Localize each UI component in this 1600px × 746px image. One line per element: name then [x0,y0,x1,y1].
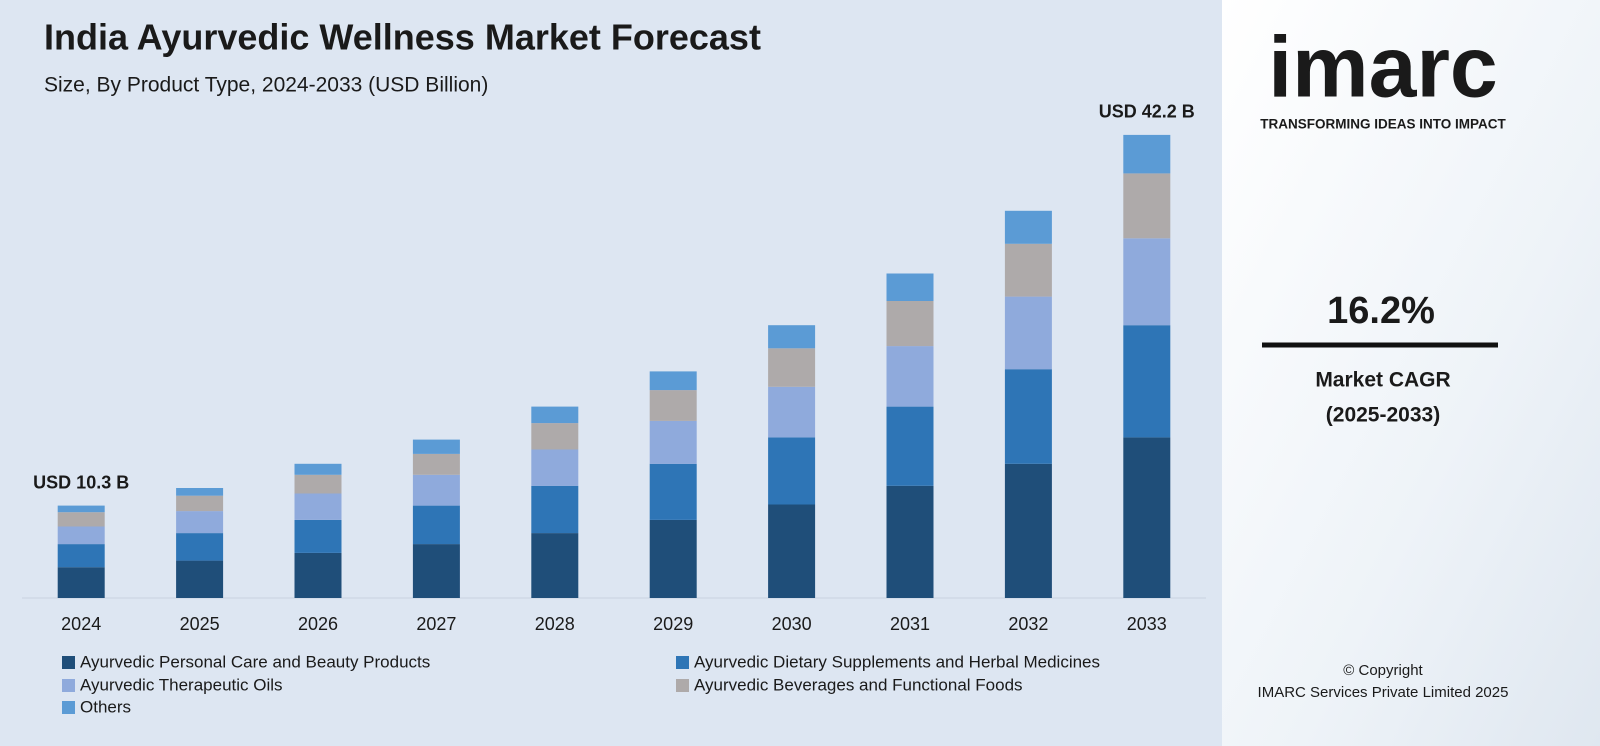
bar-segment [1004,243,1052,297]
bar-segment [176,533,224,561]
bar-segment [1123,437,1171,598]
side-panel [1222,0,1600,746]
bar-segment [176,511,224,534]
bar-segment [768,325,816,349]
bar-segment [531,423,579,450]
x-tick-label: 2030 [772,614,812,634]
bar-segment [1004,463,1052,598]
total-annotation: USD 42.2 B [1099,102,1195,122]
cagr-label: Market CAGR [1315,369,1450,392]
bar-segment [176,495,224,512]
copyright: © Copyright [1343,662,1423,679]
legend-swatch [676,679,689,692]
x-tick-label: 2024 [61,614,101,634]
bar-segment [1123,238,1171,326]
legend-label: Ayurvedic Personal Care and Beauty Produ… [80,652,430,671]
bar-segment [649,371,697,391]
bar-segment [531,485,579,534]
bar-segment [1123,173,1171,239]
logo: imarc [1268,20,1498,116]
bar-segment [649,390,697,421]
bar-segment [412,474,460,506]
bar-segment [294,493,342,520]
bar-segment [57,567,105,598]
legend-label: Ayurvedic Beverages and Functional Foods [694,675,1023,694]
bar-segment [412,453,460,475]
bar-segment [768,386,816,438]
cagr-value: 16.2% [1327,290,1435,332]
bar-segment [886,301,934,347]
legend-label: Others [80,697,131,716]
x-tick-label: 2026 [298,614,338,634]
bar-segment [57,512,105,527]
bar-segment [294,474,342,494]
bar-segment [1004,369,1052,464]
legend-swatch [676,656,689,669]
bar-segment [886,273,934,301]
bar-segment [412,544,460,598]
legend-swatch [62,656,75,669]
copyright: IMARC Services Private Limited 2025 [1258,684,1509,701]
cagr-period: (2025-2033) [1326,404,1440,427]
x-tick-label: 2033 [1127,614,1167,634]
chart-subtitle: Size, By Product Type, 2024-2033 (USD Bi… [44,74,488,97]
tagline: TRANSFORMING IDEAS INTO IMPACT [1260,117,1506,132]
legend-label: Ayurvedic Therapeutic Oils [80,675,283,694]
bar-segment [768,504,816,598]
x-tick-label: 2025 [180,614,220,634]
bar-segment [1004,296,1052,370]
bar-segment [57,544,105,568]
legend-swatch [62,701,75,714]
bar-segment [768,437,816,505]
bar-segment [412,505,460,545]
x-tick-label: 2031 [890,614,930,634]
bar-segment [649,463,697,520]
bar-segment [531,449,579,486]
legend-swatch [62,679,75,692]
x-tick-label: 2027 [416,614,456,634]
chart-title: India Ayurvedic Wellness Market Forecast [44,17,761,58]
bar-segment [531,533,579,598]
x-tick-label: 2028 [535,614,575,634]
x-tick-label: 2032 [1008,614,1048,634]
bar-segment [57,526,105,545]
x-tick-label: 2029 [653,614,693,634]
bar-segment [294,519,342,553]
bar-segment [886,406,934,486]
total-annotation: USD 10.3 B [33,472,129,492]
bar-segment [294,463,342,475]
bar-segment [176,488,224,496]
bar-segment [649,519,697,598]
bar-segment [412,439,460,454]
bar-segment [57,505,105,513]
bar-segment [1123,134,1171,174]
bar-segment [294,552,342,598]
bar-segment [176,560,224,598]
bar-segment [1004,210,1052,244]
bar-segment [886,485,934,598]
bar-segment [1123,325,1171,438]
bar-segment [531,406,579,424]
legend-label: Ayurvedic Dietary Supplements and Herbal… [694,652,1100,671]
bar-segment [886,346,934,407]
bar-segment [649,420,697,464]
bar-segment [768,348,816,387]
